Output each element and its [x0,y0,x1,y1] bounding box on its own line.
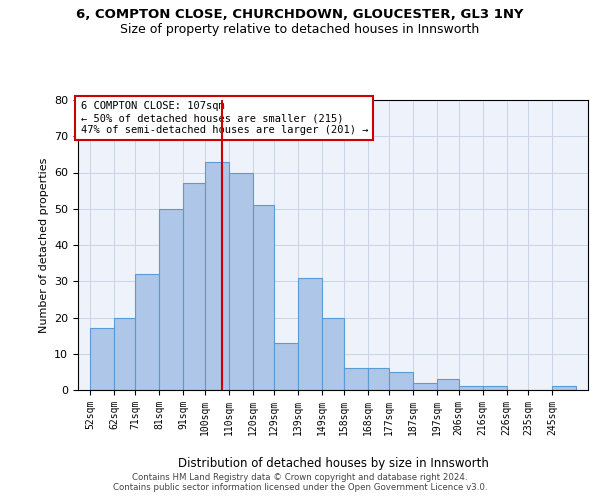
Y-axis label: Number of detached properties: Number of detached properties [38,158,49,332]
Bar [253,205,274,390]
Bar [482,386,506,390]
Bar [90,328,114,390]
Bar [413,383,437,390]
Bar [274,343,298,390]
Text: 6, COMPTON CLOSE, CHURCHDOWN, GLOUCESTER, GL3 1NY: 6, COMPTON CLOSE, CHURCHDOWN, GLOUCESTER… [76,8,524,20]
Bar [344,368,368,390]
Bar [229,172,253,390]
Bar [205,162,229,390]
Bar [184,184,205,390]
Text: Distribution of detached houses by size in Innsworth: Distribution of detached houses by size … [178,458,488,470]
Bar [368,368,389,390]
Text: Size of property relative to detached houses in Innsworth: Size of property relative to detached ho… [121,22,479,36]
Bar [136,274,160,390]
Bar [389,372,413,390]
Bar [160,209,184,390]
Bar [298,278,322,390]
Bar [437,379,459,390]
Text: 6 COMPTON CLOSE: 107sqm
← 50% of detached houses are smaller (215)
47% of semi-d: 6 COMPTON CLOSE: 107sqm ← 50% of detache… [80,102,368,134]
Text: Contains HM Land Registry data © Crown copyright and database right 2024.
Contai: Contains HM Land Registry data © Crown c… [113,473,487,492]
Bar [322,318,344,390]
Bar [114,318,136,390]
Bar [552,386,576,390]
Bar [459,386,482,390]
